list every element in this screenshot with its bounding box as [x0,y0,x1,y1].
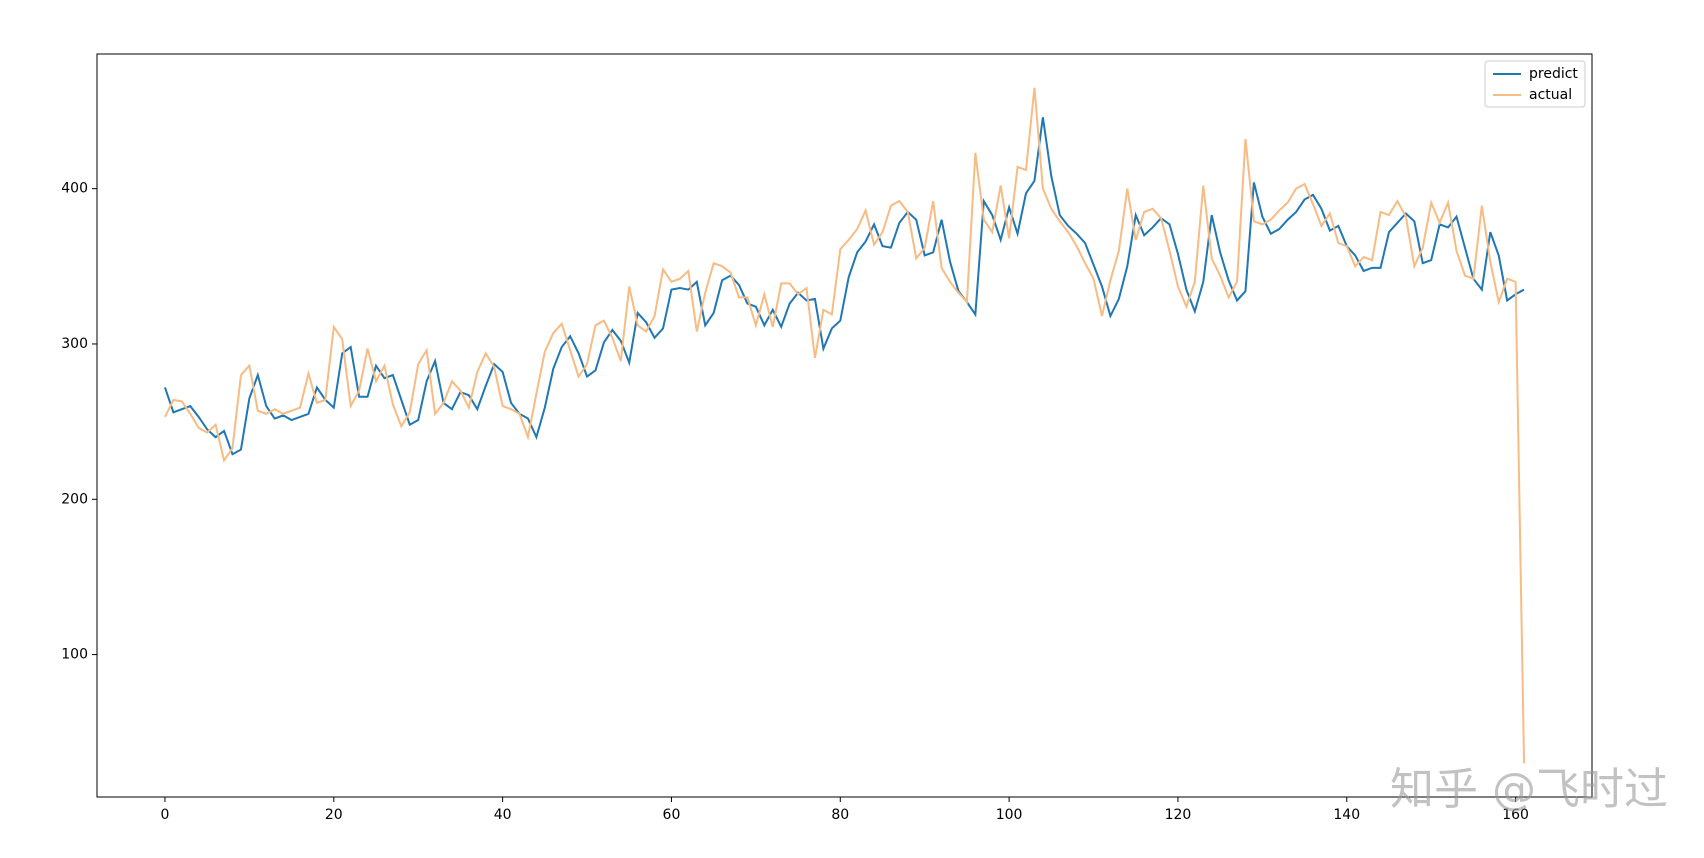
y-tick-label: 300 [61,336,88,352]
y-tick-label: 400 [61,181,88,197]
x-tick-label: 0 [160,807,169,823]
data-line [164,87,1526,764]
y-tick-label: 200 [61,491,88,507]
x-tick-label: 140 [1333,807,1360,823]
x-tick-label: 40 [494,807,512,823]
plot-frame [96,53,1593,798]
x-tick-label: 20 [325,807,343,823]
plot-area [97,54,1592,797]
x-tick-label: 100 [996,807,1023,823]
y-tick-label: 100 [61,647,88,663]
x-tick-label: 80 [831,807,849,823]
x-tick-label: 120 [1165,807,1192,823]
legend-label: predict [1529,66,1578,82]
legend-label: actual [1529,87,1572,103]
watermark: 知乎 @飞时过 [1390,764,1668,815]
x-tick-label: 60 [663,807,681,823]
x-tick-label: 160 [1502,807,1529,823]
data-line [164,117,1525,456]
